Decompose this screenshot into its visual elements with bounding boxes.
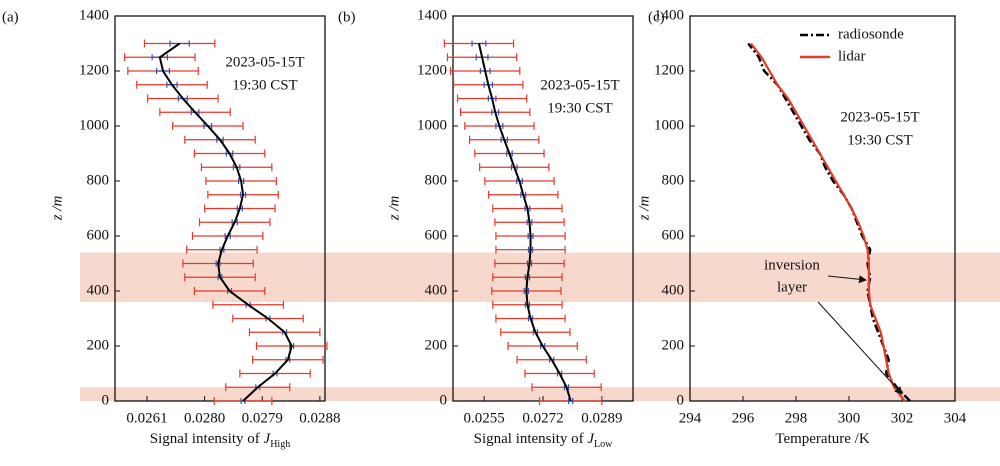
y-tick-label: 800: [425, 172, 448, 188]
x-tick-label: 298: [785, 410, 808, 426]
annotation: 19:30 CST: [547, 100, 612, 116]
x-axis-label-text: Temperature /K: [775, 431, 869, 447]
legend-label: radiosonde: [838, 26, 904, 42]
y-tick-label: 600: [662, 227, 685, 243]
y-axis-label: z /m: [386, 196, 402, 222]
x-axis-label-symbol: J: [587, 431, 595, 447]
y-tick-label: 800: [662, 172, 685, 188]
legend-label: lidar: [838, 48, 866, 64]
annotation: 19:30 CST: [232, 77, 297, 93]
x-axis-label: Signal intensity of JHigh: [150, 431, 290, 450]
y-axis-label: z /m: [636, 196, 652, 222]
x-tick-label: 0.0261: [126, 410, 167, 426]
annotation: 19:30 CST: [847, 132, 912, 148]
y-tick-label: 0: [677, 392, 685, 408]
panel: (c) 0 200 400 600 800 1000 1200 1400 294 296 298 300…: [636, 7, 966, 447]
panels: (a) 0 200 400 600 800 1000 1200 1400 0.0261 0.0280…: [2, 7, 967, 450]
y-tick-label: 200: [87, 337, 110, 353]
y-tick-label: 0: [440, 392, 448, 408]
y-tick-label: 0: [102, 392, 110, 408]
panel: (a) 0 200 400 600 800 1000 1200 1400 0.0261 0.0280…: [2, 7, 341, 450]
y-tick-label: 1000: [654, 117, 684, 133]
x-tick-label: 0.0272: [522, 410, 563, 426]
y-tick-label: 1400: [79, 7, 109, 23]
x-tick-label: 302: [891, 410, 914, 426]
y-tick-label: 1400: [417, 7, 447, 23]
x-axis-label-symbol: J: [264, 431, 272, 447]
panel-label: (c): [648, 9, 665, 25]
panel-label: (b): [338, 9, 356, 25]
y-tick-label: 400: [662, 282, 685, 298]
x-axis-label-sub: Low: [594, 439, 613, 450]
profile-line: [158, 42, 293, 402]
x-tick-label: 0.0288: [299, 410, 340, 426]
y-tick-label: 1400: [654, 7, 684, 23]
profile-line: [477, 43, 572, 402]
x-tick-label: 294: [679, 410, 702, 426]
x-axis-label: Temperature /K: [775, 431, 869, 447]
panel: (b) 0 200 400 600 800 1000 1200 1400 0.0255 0.0272…: [338, 7, 634, 450]
annotation-arrow: [827, 275, 867, 284]
x-tick-label: 296: [732, 410, 755, 426]
panel-label: (a): [2, 9, 19, 25]
highlight-band: [80, 387, 1000, 401]
inner-error-bar: [169, 40, 190, 47]
y-tick-label: 1200: [79, 62, 109, 78]
y-tick-label: 800: [87, 172, 110, 188]
y-tick-label: 400: [425, 282, 448, 298]
y-tick-label: 1000: [79, 117, 109, 133]
x-tick-label: 0.0280: [184, 410, 225, 426]
y-tick-label: 1200: [654, 62, 684, 78]
y-tick-label: 600: [87, 227, 110, 243]
annotation: 2023-05-15T: [840, 109, 919, 125]
x-axis-label-sub: High: [270, 439, 290, 450]
annotation: 2023-05-15T: [225, 54, 304, 70]
x-tick-label: 304: [944, 410, 967, 426]
x-tick-label: 0.0289: [581, 410, 622, 426]
x-tick-label: 0.0255: [464, 410, 505, 426]
y-axis-label: z /m: [49, 196, 65, 222]
y-tick-label: 200: [662, 337, 685, 353]
y-tick-label: 1000: [417, 117, 447, 133]
x-tick-label: 0.0279: [242, 410, 283, 426]
y-tick-label: 200: [425, 337, 448, 353]
inner-error-bar: [568, 398, 574, 404]
y-tick-label: 600: [425, 227, 448, 243]
x-axis-label-text: Signal intensity of: [474, 431, 588, 447]
annotation: layer: [777, 279, 807, 295]
x-tick-label: 300: [838, 410, 861, 426]
annotation: 2023-05-15T: [540, 77, 619, 93]
y-tick-label: 400: [87, 282, 110, 298]
x-axis-label: Signal intensity of JLow: [474, 431, 614, 450]
plot-frame: [689, 15, 956, 402]
series-line: [750, 42, 906, 402]
y-tick-label: 1200: [417, 62, 447, 78]
annotation: inversion: [764, 257, 820, 273]
x-axis-label-text: Signal intensity of: [150, 431, 264, 447]
annotation-arrow: [817, 301, 903, 395]
series-line: [747, 42, 911, 402]
